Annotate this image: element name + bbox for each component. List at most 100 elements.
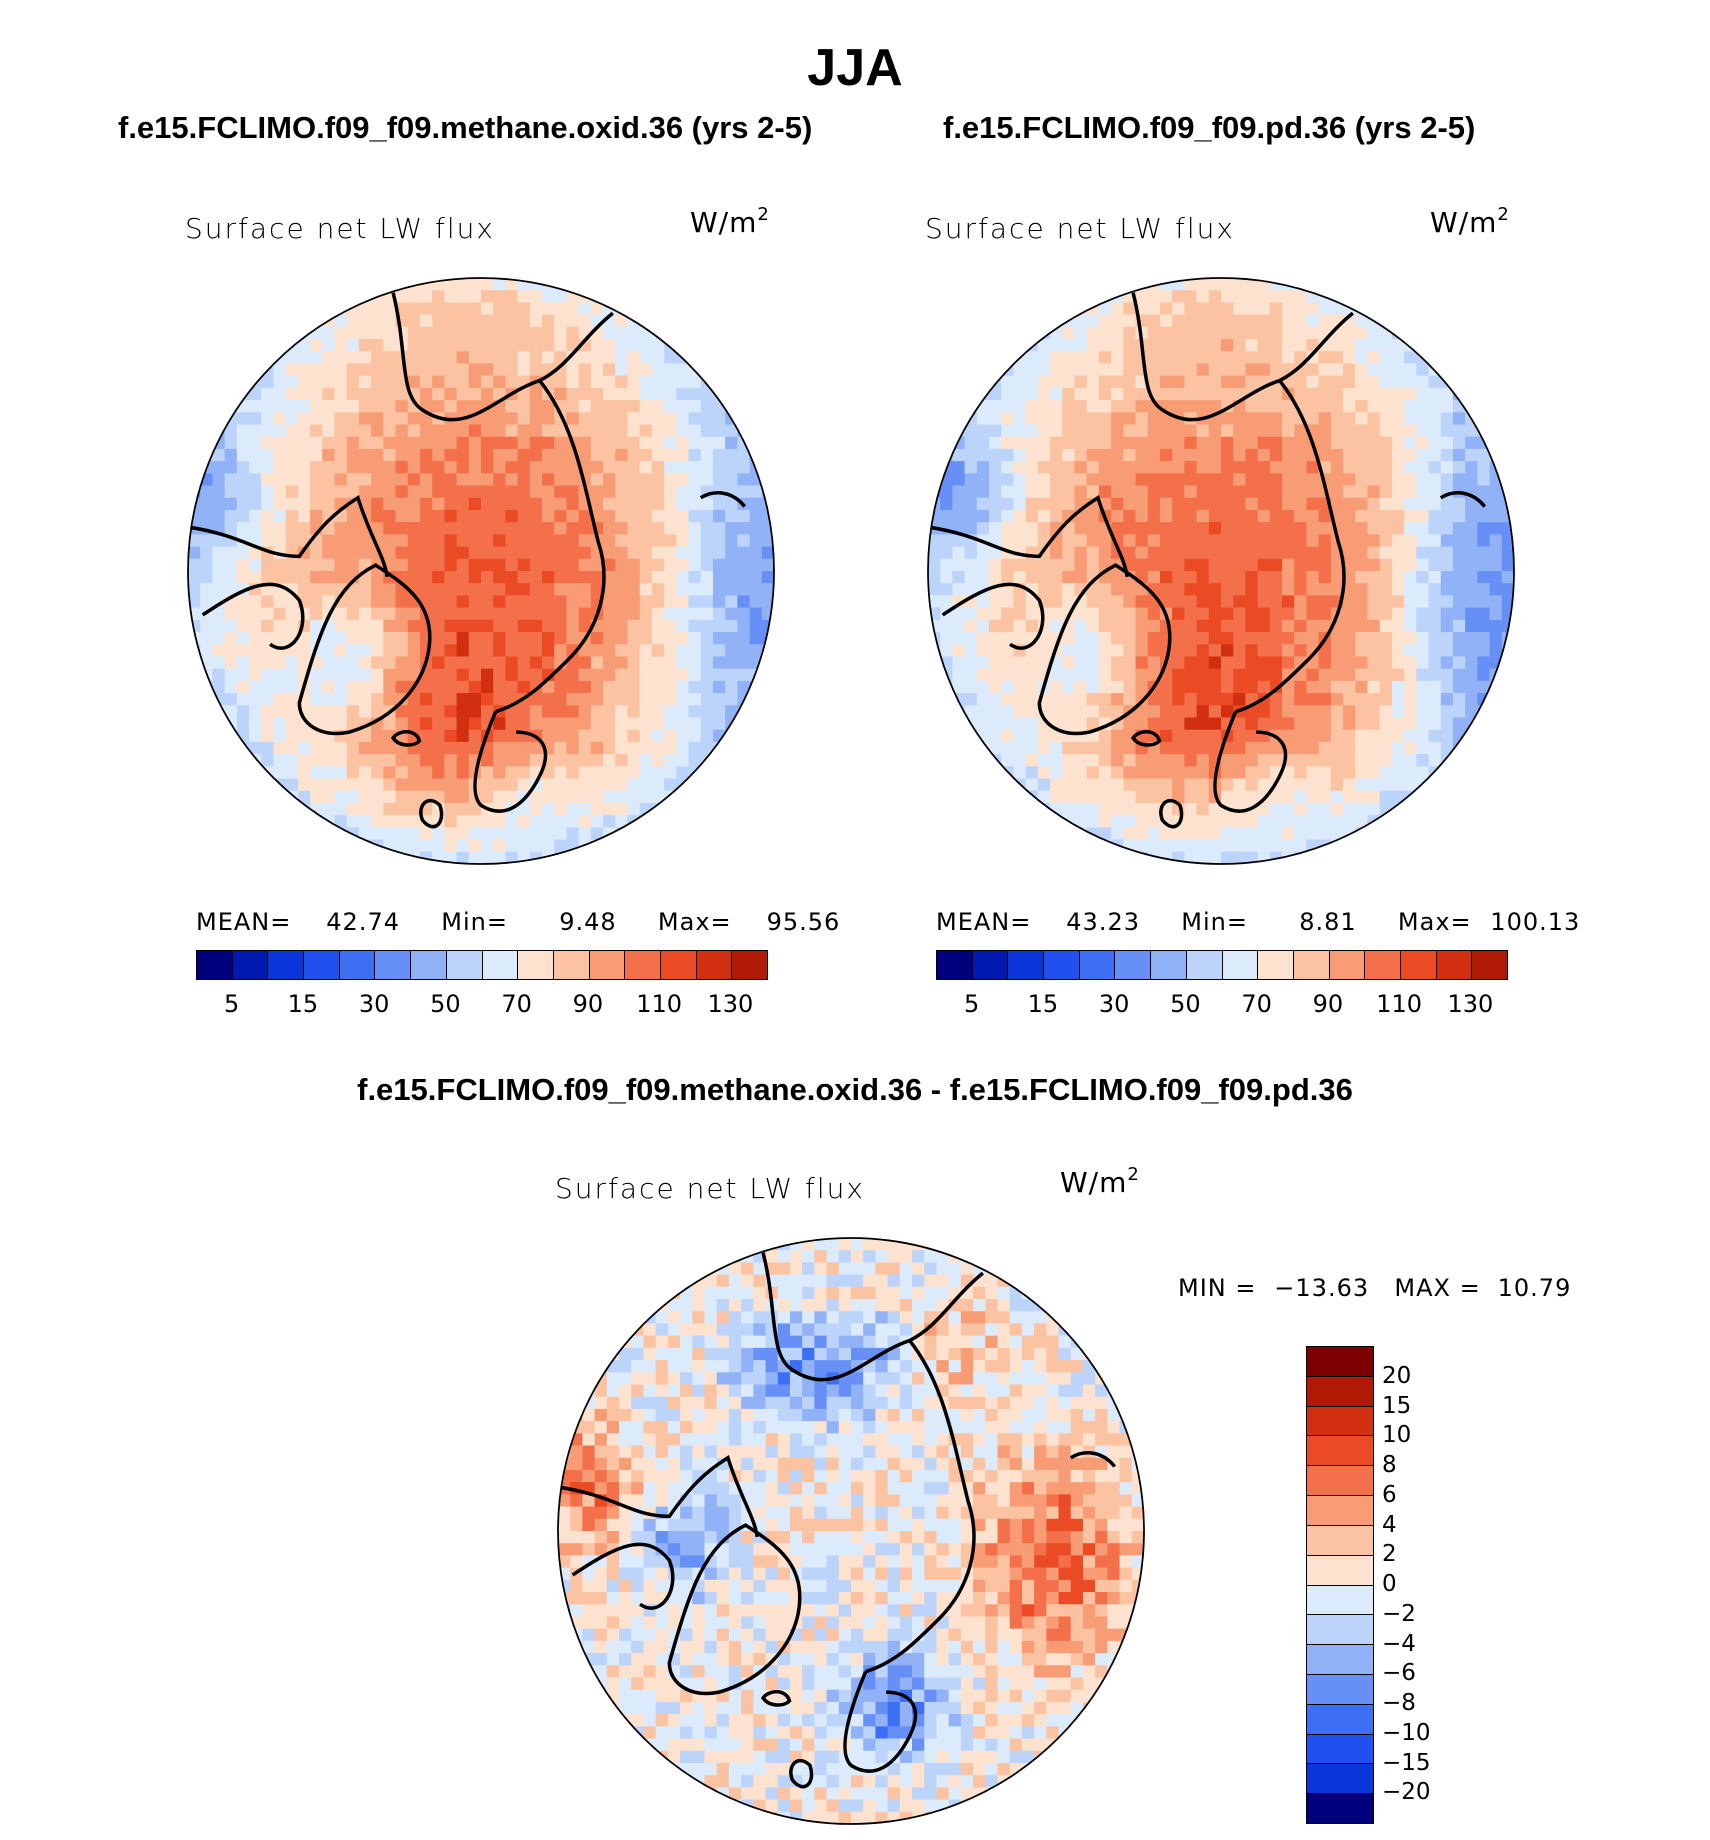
field-cell xyxy=(1196,461,1210,474)
field-cell xyxy=(1221,509,1234,523)
field-cell xyxy=(273,741,287,755)
field-cell xyxy=(1379,754,1393,767)
field-cell xyxy=(358,375,372,389)
field-cell xyxy=(334,448,348,462)
field-cell xyxy=(1172,509,1185,523)
field-cell xyxy=(1428,509,1442,523)
field-cell xyxy=(851,1592,864,1605)
field-cell xyxy=(1489,485,1503,499)
field-cell xyxy=(1208,339,1222,352)
field-cell xyxy=(1452,680,1466,694)
field-cell xyxy=(346,522,360,535)
field-cell xyxy=(444,815,458,828)
field-cell xyxy=(1123,302,1137,316)
field-cell xyxy=(212,668,226,682)
field-cell xyxy=(1440,705,1454,719)
field-cell xyxy=(741,1457,754,1471)
field-cell xyxy=(1404,400,1417,413)
field-cell xyxy=(753,1433,767,1447)
field-cell xyxy=(1233,558,1247,572)
field-cell xyxy=(989,571,1002,584)
left-panel-variable-label: Surface net LW flux xyxy=(185,212,495,245)
field-cell xyxy=(814,1689,828,1703)
right-min-value: 8.81 xyxy=(1299,908,1357,936)
field-cell xyxy=(481,778,494,792)
field-cell xyxy=(619,1396,632,1410)
field-cell xyxy=(765,1640,779,1654)
field-cell xyxy=(1318,766,1332,780)
field-cell xyxy=(261,497,275,511)
field-cell xyxy=(371,339,384,352)
field-cell xyxy=(989,656,1002,670)
field-cell xyxy=(643,1433,657,1447)
field-cell xyxy=(432,619,445,633)
field-cell xyxy=(989,461,1002,474)
field-cell xyxy=(444,290,458,304)
field-cell xyxy=(346,717,360,731)
field-cell xyxy=(1465,705,1478,719)
field-cell xyxy=(1269,461,1283,474)
field-cell xyxy=(273,558,287,572)
field-cell xyxy=(1086,717,1100,731)
field-cell xyxy=(615,448,629,462)
field-cell xyxy=(1050,558,1063,572)
field-cell xyxy=(1404,729,1417,743)
field-cell xyxy=(383,790,397,804)
field-cell xyxy=(1428,424,1442,438)
field-cell xyxy=(1233,766,1247,780)
field-cell xyxy=(322,680,336,694)
field-cell xyxy=(1196,583,1210,597)
field-cell xyxy=(1294,558,1308,572)
field-cell xyxy=(395,509,409,523)
field-cell xyxy=(334,668,348,682)
field-cell xyxy=(1416,619,1430,633)
field-cell xyxy=(777,1592,791,1605)
field-cell xyxy=(1025,729,1039,743)
field-cell xyxy=(1208,656,1222,670)
field-cell xyxy=(1147,546,1161,560)
field-cell xyxy=(249,436,262,450)
field-cell xyxy=(358,790,372,804)
field-cell xyxy=(737,546,751,560)
field-cell xyxy=(346,363,360,377)
field-cell xyxy=(814,1775,828,1788)
field-cell xyxy=(1062,558,1076,572)
field-cell xyxy=(664,400,677,413)
field-cell xyxy=(1086,400,1100,413)
field-cell xyxy=(419,558,433,572)
field-cell xyxy=(407,448,421,462)
colorbar-box xyxy=(1151,951,1187,979)
field-cell xyxy=(627,473,641,487)
field-cell xyxy=(566,668,580,682)
field-cell xyxy=(639,632,653,645)
field-cell xyxy=(728,1494,742,1508)
field-cell xyxy=(627,375,641,389)
field-cell xyxy=(1086,680,1100,694)
field-cell xyxy=(505,766,519,780)
field-cell xyxy=(1318,363,1332,377)
field-cell xyxy=(1294,485,1308,499)
field-cell xyxy=(1245,717,1259,731)
field-cell xyxy=(1428,400,1442,413)
field-cell xyxy=(1501,607,1514,621)
field-cell xyxy=(1184,802,1198,816)
field-cell xyxy=(802,1299,815,1312)
field-cell xyxy=(814,1811,828,1824)
field-cell xyxy=(468,326,482,340)
field-cell xyxy=(1123,778,1137,792)
field-cell xyxy=(444,607,458,621)
field-cell xyxy=(716,1518,730,1532)
field-cell xyxy=(1404,497,1417,511)
field-cell xyxy=(310,668,323,682)
field-cell xyxy=(517,839,531,853)
field-cell xyxy=(334,412,348,426)
field-cell xyxy=(1074,314,1088,328)
field-cell xyxy=(1221,302,1234,316)
field-cell xyxy=(322,571,336,584)
field-cell xyxy=(655,1750,669,1764)
field-cell xyxy=(851,1323,864,1337)
field-cell xyxy=(1343,509,1356,523)
field-cell xyxy=(493,644,507,658)
field-cell xyxy=(1221,485,1234,499)
field-cell xyxy=(838,1311,852,1325)
